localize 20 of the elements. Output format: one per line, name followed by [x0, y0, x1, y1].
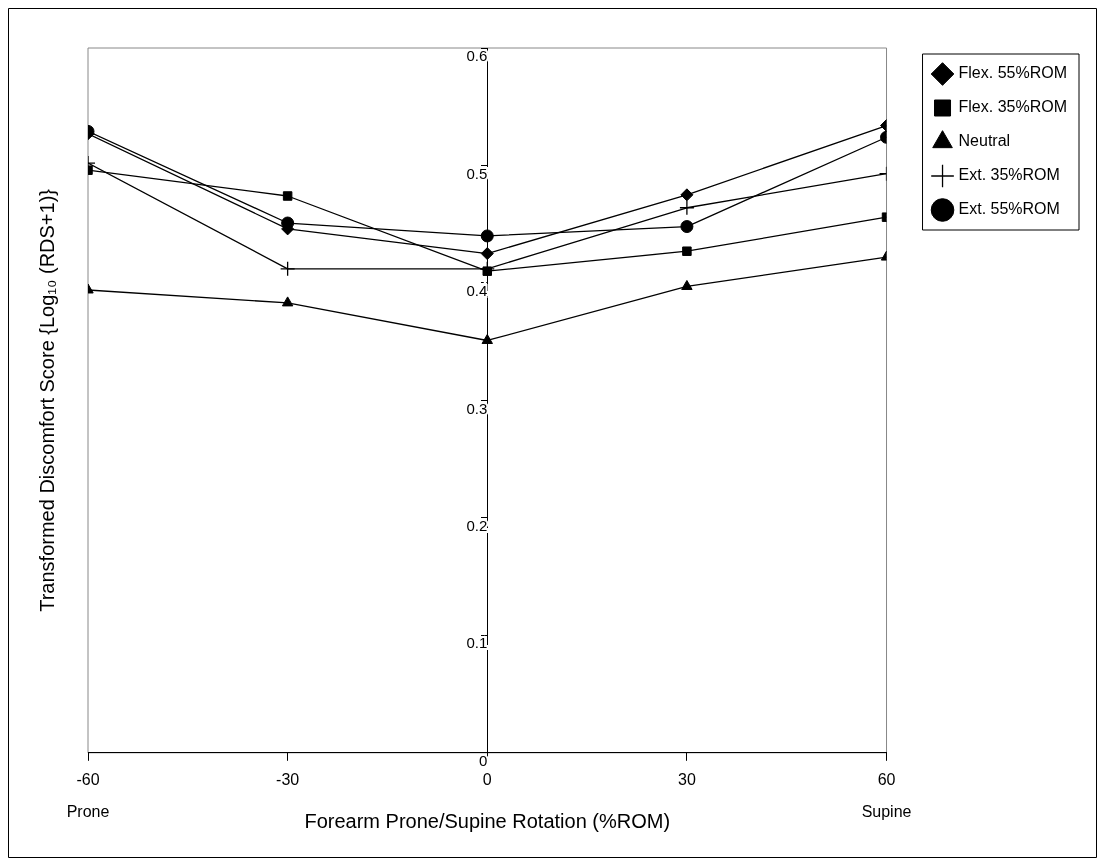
y-tick-label: 0.6	[466, 47, 488, 65]
x-tick-label: 60	[877, 770, 896, 788]
y-tick-label: 0.2	[466, 517, 488, 535]
y-tick-label: 0.1	[466, 634, 488, 652]
y-tick-label: 0.5	[466, 164, 488, 182]
y-tick-label: 0	[478, 751, 488, 769]
legend-label: Flex. 35%ROM	[958, 98, 1067, 116]
text: Supine	[861, 803, 912, 821]
legend-label: Neutral	[958, 132, 1011, 150]
x-tick-label: -60	[76, 770, 100, 788]
legend-label: Ext. 55%ROM	[958, 200, 1060, 218]
y-tick-label: 0.3	[466, 399, 488, 417]
x-tick-label: 30	[678, 770, 696, 788]
legend-label: Ext. 35%ROM	[958, 166, 1060, 184]
y-tick-label: 0.4	[466, 282, 488, 300]
text: Prone	[66, 803, 110, 821]
x-tick-label: -30	[276, 770, 300, 788]
x-axis-title: Forearm Prone/Supine Rotation (%ROM)	[304, 809, 671, 832]
legend-label: Flex. 55%ROM	[958, 64, 1067, 82]
y-axis-title: Transformed Discomfort Score {Log₁₀ (RDS+1)}	[35, 188, 58, 612]
